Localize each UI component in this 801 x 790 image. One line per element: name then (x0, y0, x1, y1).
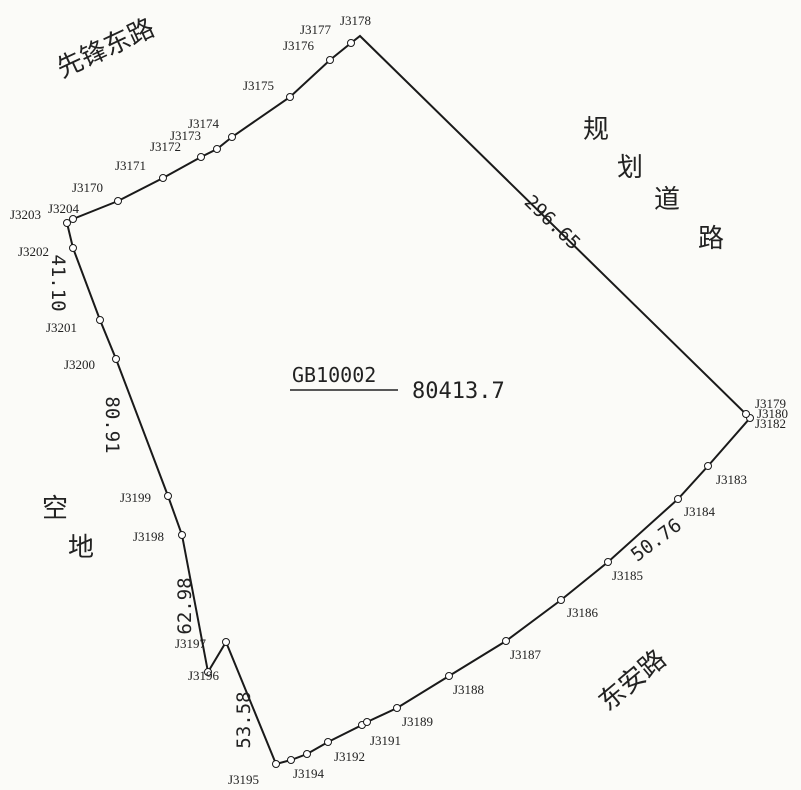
point-label: J3200 (64, 357, 95, 372)
point-label: J3188 (453, 682, 484, 697)
vertex-marker (69, 244, 77, 252)
point-label: J3196 (188, 668, 220, 683)
vertex-marker (557, 596, 565, 604)
point-label: J3171 (115, 158, 146, 173)
edge-length-label: 296.65 (520, 191, 585, 255)
vertex-marker (286, 93, 294, 101)
vertex-marker (114, 197, 122, 205)
road-label-xianfeng-east: 先锋东路 (52, 13, 159, 84)
vertex-marker (445, 672, 453, 680)
vertex-marker (604, 558, 612, 566)
point-label: J3179 (755, 396, 786, 411)
point-label: J3180 (757, 406, 788, 421)
point-label: J3197 (175, 636, 207, 651)
road-label-planned-char-4: 路 (698, 224, 724, 254)
vertex-marker (178, 531, 186, 539)
vertex-marker (303, 750, 311, 758)
point-label: J3176 (283, 38, 315, 53)
vertex-marker (287, 756, 295, 764)
vertex-marker (324, 738, 332, 746)
point-label: J3195 (228, 772, 259, 787)
point-label: J3204 (48, 201, 80, 216)
point-label: J3191 (370, 733, 401, 748)
point-label: J3175 (243, 78, 274, 93)
vertex-marker (159, 174, 167, 182)
vertex-markers (63, 39, 754, 768)
vertex-marker (393, 704, 401, 712)
edge-length-label: 53.58 (233, 691, 255, 748)
point-label: J3173 (170, 128, 201, 143)
area-label-vacant-char-1: 空 (42, 494, 68, 524)
road-label-planned-char-3: 道 (654, 185, 680, 215)
vertex-marker (674, 495, 682, 503)
point-label: J3199 (120, 490, 151, 505)
vertex-marker (228, 133, 236, 141)
point-label: J3194 (293, 766, 325, 781)
parcel-id: GB10002 (292, 363, 376, 387)
road-label-planned-char-1: 规 (583, 115, 609, 145)
point-label: J3172 (150, 139, 181, 154)
point-label: J3187 (510, 647, 542, 662)
vertex-marker (326, 56, 334, 64)
point-label: J3178 (340, 13, 371, 28)
point-label: J3202 (18, 244, 49, 259)
area-label-vacant-char-2: 地 (68, 533, 94, 563)
point-label: J3174 (188, 116, 220, 131)
vertex-marker (96, 316, 104, 324)
point-label: J3185 (612, 568, 643, 583)
vertex-marker (704, 462, 712, 470)
edge-length-label: 41.10 (47, 254, 69, 311)
road-label-dongan: 东安路 (593, 644, 672, 717)
road-label-planned-char-2: 划 (617, 153, 643, 183)
vertex-marker (213, 145, 221, 153)
vertex-marker (272, 760, 280, 768)
edge-length-label: 62.98 (174, 577, 196, 634)
vertex-marker (69, 215, 77, 223)
vertex-marker (197, 153, 205, 161)
point-label: J3170 (72, 180, 103, 195)
point-label: J3183 (716, 472, 747, 487)
point-label: J3201 (46, 320, 77, 335)
point-label: J3189 (402, 714, 433, 729)
vertex-marker (222, 638, 230, 646)
point-label: J3186 (567, 605, 599, 620)
edge-length-label: 80.91 (101, 396, 123, 453)
vertex-marker (112, 355, 120, 363)
point-label: J3182 (755, 416, 786, 431)
vertex-marker (164, 492, 172, 500)
vertex-marker (363, 718, 371, 726)
parcel-area: 80413.7 (412, 379, 505, 404)
vertex-marker (347, 39, 355, 47)
edge-length-label: 50.76 (627, 514, 686, 566)
point-label: J3184 (684, 504, 716, 519)
point-label: J3203 (10, 207, 41, 222)
vertex-marker (63, 219, 71, 227)
point-label: J3198 (133, 529, 164, 544)
vertex-marker (742, 410, 750, 418)
vertex-marker (204, 668, 212, 676)
point-label: J3177 (300, 22, 332, 37)
vertex-marker (502, 637, 510, 645)
point-label: J3192 (334, 749, 365, 764)
